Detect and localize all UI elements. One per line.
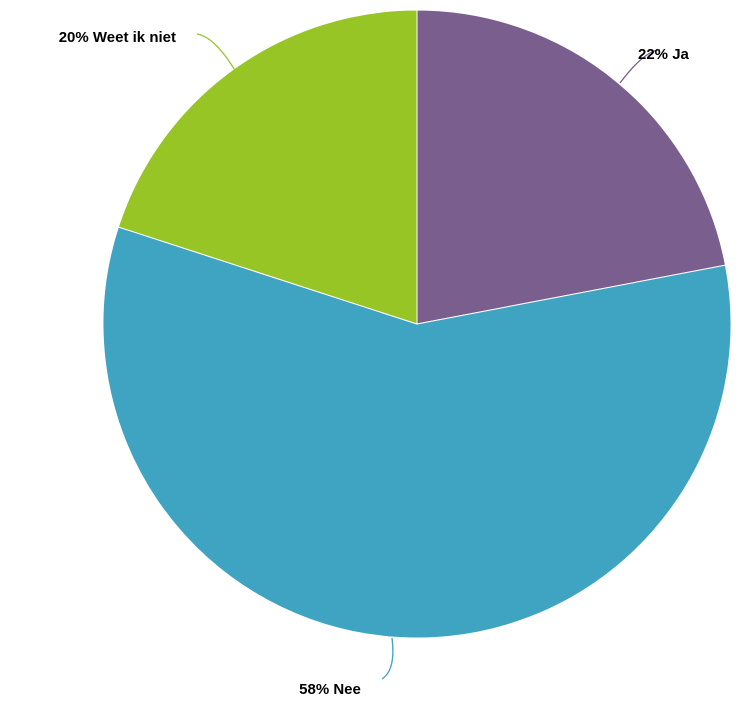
pie-leader-lines xyxy=(196,33,661,680)
pie-data-labels: 22% Ja 58% Nee 20% Weet ik niet xyxy=(59,29,690,698)
leader-line-nee xyxy=(381,637,394,680)
pie-slice-ja xyxy=(416,9,727,325)
leader-line-ja xyxy=(619,49,661,84)
pie-slices xyxy=(102,9,732,639)
leader-line-weet-ik-niet xyxy=(196,33,237,73)
pie-slice-weet-ik-niet xyxy=(117,9,418,325)
data-label-ja: 22% Ja xyxy=(638,46,690,63)
data-label-nee: 58% Nee xyxy=(299,681,361,698)
data-label-weet-ik-niet: 20% Weet ik niet xyxy=(59,29,176,46)
pie-slice-nee xyxy=(102,226,732,639)
